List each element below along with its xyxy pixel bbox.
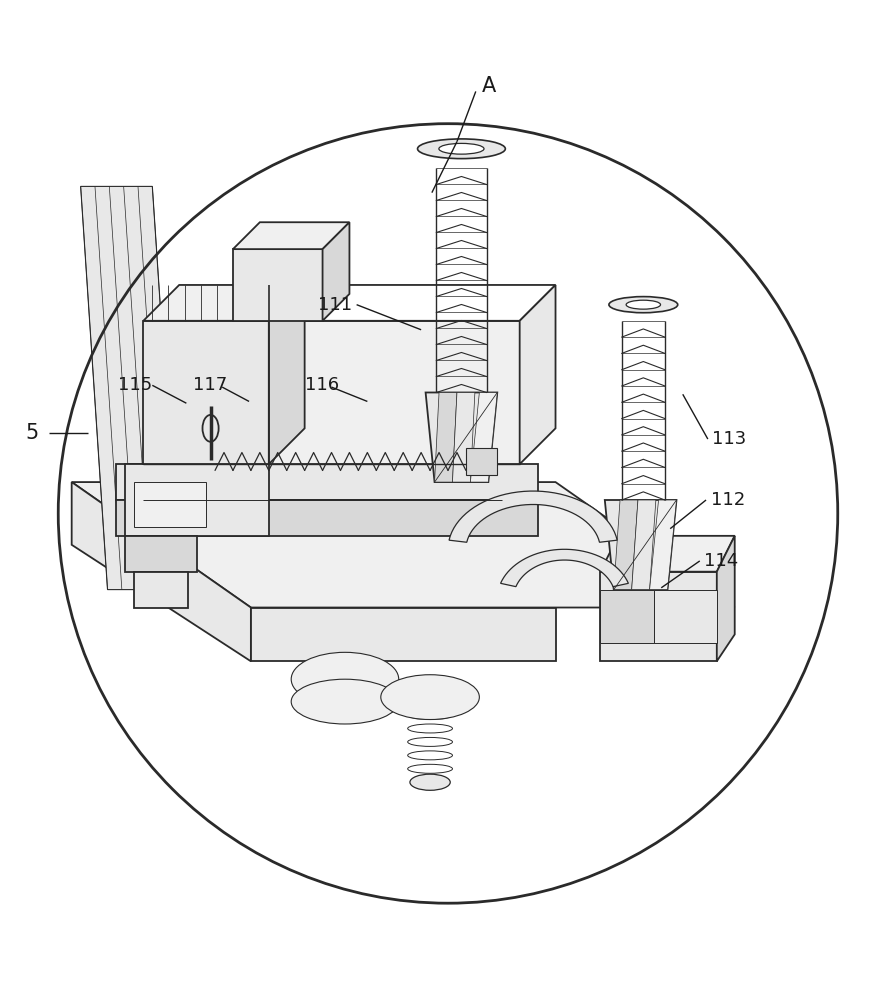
Polygon shape — [600, 572, 717, 661]
Polygon shape — [449, 491, 617, 542]
Polygon shape — [600, 536, 735, 572]
Polygon shape — [125, 536, 197, 572]
Polygon shape — [501, 549, 628, 587]
Polygon shape — [269, 285, 556, 321]
Polygon shape — [470, 392, 497, 482]
Text: 117: 117 — [193, 376, 227, 394]
Ellipse shape — [291, 652, 399, 706]
Ellipse shape — [381, 675, 479, 720]
Text: 5: 5 — [25, 423, 39, 443]
Text: 112: 112 — [711, 491, 745, 509]
Polygon shape — [614, 500, 638, 590]
Polygon shape — [125, 464, 269, 536]
Polygon shape — [251, 608, 556, 661]
Text: 114: 114 — [704, 552, 738, 570]
Ellipse shape — [609, 297, 677, 313]
Ellipse shape — [626, 300, 660, 309]
Text: A: A — [482, 76, 496, 96]
Ellipse shape — [410, 774, 451, 790]
Text: 113: 113 — [712, 430, 746, 448]
Text: 116: 116 — [305, 376, 339, 394]
Polygon shape — [323, 222, 349, 321]
Polygon shape — [143, 321, 269, 464]
Polygon shape — [650, 500, 676, 590]
Polygon shape — [600, 590, 654, 643]
Polygon shape — [269, 321, 520, 464]
Text: 111: 111 — [318, 296, 352, 314]
Ellipse shape — [202, 415, 219, 442]
Polygon shape — [452, 392, 475, 482]
Polygon shape — [134, 482, 206, 527]
Polygon shape — [143, 285, 305, 321]
Ellipse shape — [418, 139, 505, 159]
Polygon shape — [134, 572, 188, 608]
Ellipse shape — [291, 679, 399, 724]
Polygon shape — [269, 285, 305, 464]
Ellipse shape — [408, 751, 452, 760]
Polygon shape — [605, 500, 676, 590]
Ellipse shape — [439, 143, 484, 154]
Ellipse shape — [408, 764, 452, 773]
Polygon shape — [435, 392, 457, 482]
Polygon shape — [632, 500, 656, 590]
Ellipse shape — [408, 724, 452, 733]
Polygon shape — [426, 392, 497, 482]
Polygon shape — [72, 482, 735, 608]
Polygon shape — [116, 500, 538, 536]
Polygon shape — [81, 186, 179, 590]
Polygon shape — [233, 249, 323, 321]
Polygon shape — [72, 482, 251, 661]
Ellipse shape — [408, 737, 452, 746]
Text: 115: 115 — [118, 376, 152, 394]
Circle shape — [49, 115, 847, 912]
Polygon shape — [654, 590, 717, 643]
Polygon shape — [520, 285, 556, 464]
Polygon shape — [717, 536, 735, 661]
Polygon shape — [233, 222, 349, 249]
Ellipse shape — [408, 697, 452, 706]
Ellipse shape — [408, 711, 452, 720]
Polygon shape — [466, 448, 497, 475]
Polygon shape — [116, 464, 538, 500]
